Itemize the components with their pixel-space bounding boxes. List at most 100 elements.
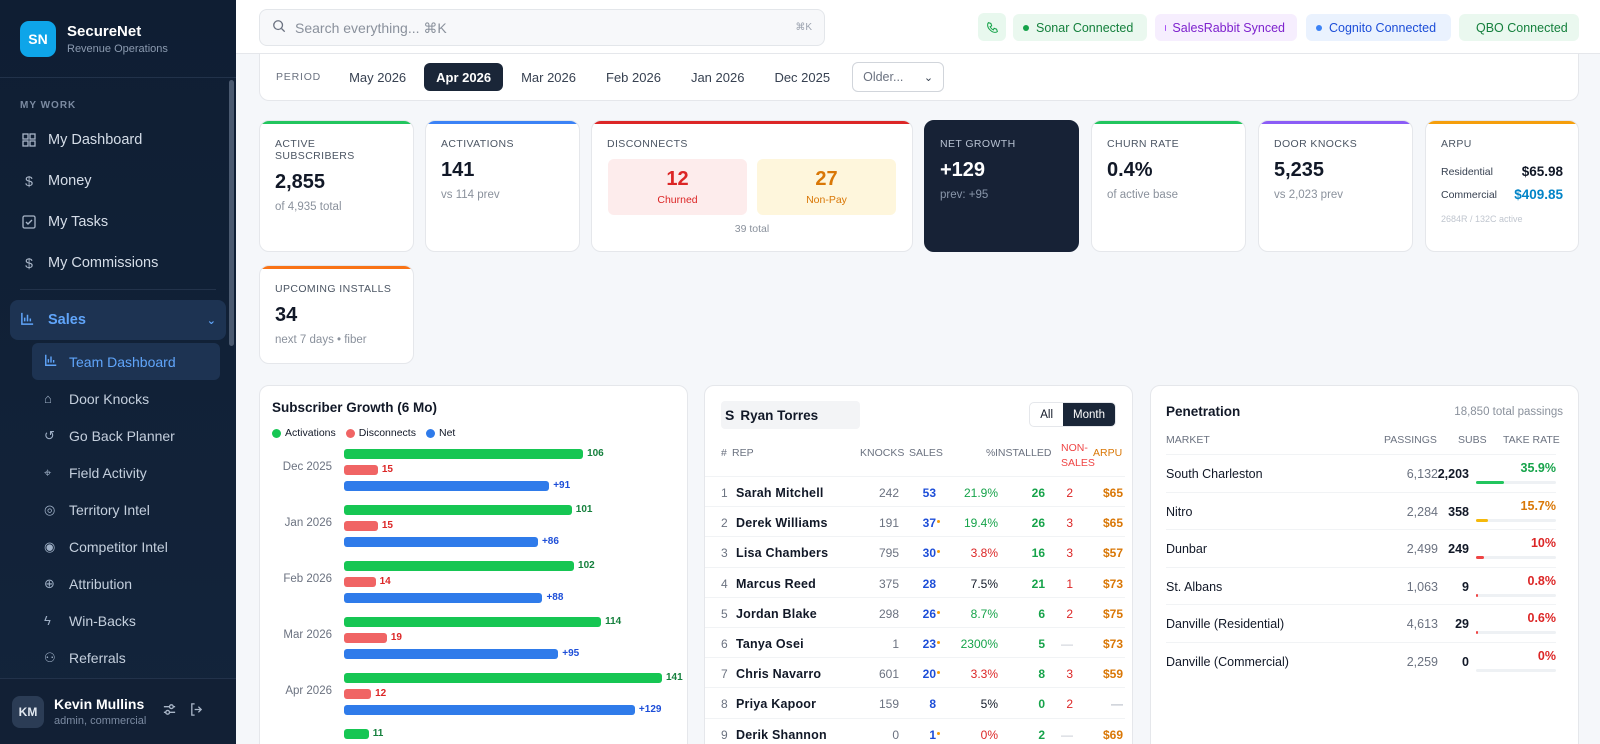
nav-group-sales[interactable]: Sales ⌄ bbox=[10, 300, 226, 340]
kpi-door-knocks[interactable]: DOOR KNOCKS 5,235 vs 2,023 prev bbox=[1258, 120, 1413, 252]
sidebar-subitem-go-back-planner[interactable]: ↺ Go Back Planner bbox=[32, 417, 220, 454]
arpu-commercial-value: $409.85 bbox=[1514, 187, 1563, 202]
cell-take-rate: 0% bbox=[1537, 648, 1556, 663]
legend-item: Disconnects bbox=[345, 427, 416, 439]
kpi-churn-rate[interactable]: CHURN RATE 0.4% of active base bbox=[1091, 120, 1246, 252]
bar-activations[interactable] bbox=[344, 449, 584, 459]
sidebar-subitem-door-knocks[interactable]: ⌂ Door Knocks bbox=[32, 380, 220, 417]
table-row[interactable]: 8 Priya Kapoor 159 8 5% 0 2 — bbox=[705, 687, 1125, 717]
sidebar-item-my-dashboard[interactable]: My Dashboard bbox=[0, 119, 236, 160]
cell-pct: 0% bbox=[980, 727, 998, 742]
nonpay-label: Non-Pay bbox=[806, 194, 847, 206]
status-pill[interactable]: QBO Connected bbox=[1459, 14, 1579, 41]
bar-activations[interactable] bbox=[344, 617, 602, 627]
status-pill[interactable]: Cognito Connected bbox=[1306, 14, 1451, 41]
sidebar-subitem-label: Territory Intel bbox=[69, 501, 150, 518]
bar-net[interactable] bbox=[344, 705, 635, 715]
sales-indicator-dot bbox=[937, 610, 940, 614]
sidebar-subitem-referrals[interactable]: ⚇ Referrals bbox=[32, 639, 220, 676]
period-tab[interactable]: Feb 2026 bbox=[606, 69, 661, 85]
bar-net[interactable] bbox=[344, 481, 550, 491]
sidebar-item-label: Money bbox=[48, 172, 92, 189]
sidebar-subitem-competitor-intel[interactable]: ◉ Competitor Intel bbox=[32, 528, 220, 565]
period-tab[interactable]: Dec 2025 bbox=[774, 69, 831, 85]
avatar[interactable]: KM bbox=[12, 695, 44, 728]
settings-sliders-icon[interactable] bbox=[162, 702, 177, 721]
sidebar-item-my-commissions[interactable]: $ My Commissions bbox=[0, 242, 236, 283]
sidebar-item-my-tasks[interactable]: My Tasks bbox=[0, 201, 236, 242]
table-row[interactable]: Dunbar 2,499 249 10% bbox=[1166, 529, 1556, 566]
sidebar-subitem-team-dashboard[interactable]: Team Dashboard bbox=[32, 343, 220, 380]
bar-net[interactable] bbox=[344, 593, 543, 603]
table-row[interactable]: 2 Derek Williams 191 37 19.4% 26 3 $65 bbox=[705, 506, 1125, 536]
period-tab[interactable]: Apr 2026 bbox=[424, 63, 504, 91]
brand-name: SecureNet bbox=[67, 22, 142, 40]
table-row[interactable]: Nitro 2,284 358 15.7% bbox=[1166, 491, 1556, 529]
bar-activations[interactable] bbox=[344, 505, 572, 515]
table-row[interactable]: 3 Lisa Chambers 795 30 3.8% 16 3 $57 bbox=[705, 536, 1125, 566]
cell-nonsales: 1 bbox=[1066, 576, 1073, 591]
bar-disconnects[interactable] bbox=[344, 633, 387, 643]
table-row[interactable]: St. Albans 1,063 9 0.8% bbox=[1166, 566, 1556, 604]
cell-sales: 1 bbox=[929, 727, 936, 742]
status-pill[interactable]: SalesRabbit Synced bbox=[1155, 14, 1297, 41]
period-tab[interactable]: Jan 2026 bbox=[690, 69, 745, 85]
sidebar-item-money[interactable]: $ Money bbox=[0, 160, 236, 201]
phone-icon[interactable] bbox=[978, 13, 1006, 41]
bar-activations[interactable] bbox=[344, 729, 369, 739]
bar-disconnects[interactable] bbox=[344, 689, 372, 699]
bar-activations[interactable] bbox=[344, 561, 575, 571]
cell-rank: 8 bbox=[721, 697, 728, 712]
table-row[interactable]: Danville (Commercial) 2,259 0 0% bbox=[1166, 641, 1556, 679]
search-input[interactable] bbox=[295, 19, 796, 36]
bar-activations[interactable] bbox=[344, 673, 662, 683]
toggle-all[interactable]: All bbox=[1040, 408, 1054, 421]
cell-nonsales: 2 bbox=[1066, 486, 1073, 500]
kpi-value: 141 bbox=[441, 159, 475, 181]
bar-value-label: 12 bbox=[375, 688, 387, 699]
bar-disconnects[interactable] bbox=[344, 577, 376, 587]
table-row[interactable]: 1 Sarah Mitchell 242 53 21.9% 26 2 $65 bbox=[705, 476, 1125, 506]
rep-filter[interactable]: S Ryan Torres bbox=[721, 401, 860, 429]
kpi-active-subscribers[interactable]: ACTIVE SUBSCRIBERS 2,855 of 4,935 total bbox=[259, 120, 414, 252]
month-label: Feb 2026 bbox=[283, 573, 332, 585]
period-tab[interactable]: May 2026 bbox=[349, 69, 407, 85]
cell-rep: Tanya Osei bbox=[736, 637, 804, 651]
bar-disconnects[interactable] bbox=[344, 521, 378, 531]
period-tab[interactable]: Mar 2026 bbox=[521, 69, 576, 85]
older-period-select[interactable]: Older... ⌄ bbox=[852, 62, 945, 92]
sidebar-subitem-win-backs[interactable]: ϟ Win-Backs bbox=[32, 602, 220, 639]
cell-knocks: 375 bbox=[878, 576, 899, 591]
brand[interactable]: SN SecureNet Revenue Operations bbox=[0, 0, 236, 78]
kpi-activations[interactable]: ACTIVATIONS 141 vs 114 prev bbox=[425, 120, 580, 252]
logout-icon[interactable] bbox=[189, 702, 204, 721]
bar-net[interactable] bbox=[344, 537, 538, 547]
sidebar-scrollbar[interactable] bbox=[229, 80, 234, 346]
bar-value-label: 141 bbox=[666, 672, 683, 683]
table-row[interactable]: 5 Jordan Blake 298 26 8.7% 6 2 $75 bbox=[705, 596, 1125, 627]
bar-disconnects[interactable] bbox=[344, 465, 378, 475]
table-row[interactable]: South Charleston 6,132 2,203 35.9% bbox=[1166, 454, 1556, 491]
table-row[interactable]: 9 Derik Shannon 0 1 0% 2 — $69 bbox=[705, 717, 1125, 744]
kpi-disconnects[interactable]: DISCONNECTS 12 Churned 27 Non-Pay 39 tot… bbox=[591, 120, 913, 252]
rep-leaderboard-panel: S Ryan Torres All Month # REP KNOCKS SAL… bbox=[704, 385, 1133, 744]
cell-sales: 26 bbox=[922, 606, 936, 621]
nonpay-count: 27 bbox=[815, 168, 838, 190]
kpi-net-growth[interactable]: NET GROWTH +129 prev: +95 bbox=[924, 120, 1079, 252]
search-box[interactable]: ⌘K bbox=[259, 9, 825, 46]
cell-arpu: $75 bbox=[1102, 606, 1123, 621]
status-pill[interactable]: Sonar Connected bbox=[1013, 14, 1147, 41]
cell-rep: Sarah Mitchell bbox=[736, 486, 824, 500]
cell-subs: 2,203 bbox=[1437, 467, 1469, 481]
table-row[interactable]: 6 Tanya Osei 1 23 2300% 5 — $73 bbox=[705, 627, 1125, 657]
table-row[interactable]: Danville (Residential) 4,613 29 0.6% bbox=[1166, 604, 1556, 641]
sidebar-subitem-territory-intel[interactable]: ◎ Territory Intel bbox=[32, 491, 220, 528]
toggle-month[interactable]: Month bbox=[1063, 403, 1115, 426]
table-row[interactable]: 4 Marcus Reed 375 28 7.5% 21 1 $73 bbox=[705, 566, 1125, 597]
sidebar-subitem-field-activity[interactable]: ⌖ Field Activity bbox=[32, 454, 220, 491]
sidebar-subitem-attribution[interactable]: ⊕ Attribution bbox=[32, 565, 220, 602]
bar-net[interactable] bbox=[344, 649, 559, 659]
table-row[interactable]: 7 Chris Navarro 601 20 3.3% 8 3 $59 bbox=[705, 657, 1125, 687]
kpi-arpu[interactable]: ARPU Residential $65.98 Commercial $409.… bbox=[1425, 120, 1579, 252]
kpi-upcoming-installs[interactable]: UPCOMING INSTALLS 34 next 7 days • fiber bbox=[259, 265, 414, 364]
